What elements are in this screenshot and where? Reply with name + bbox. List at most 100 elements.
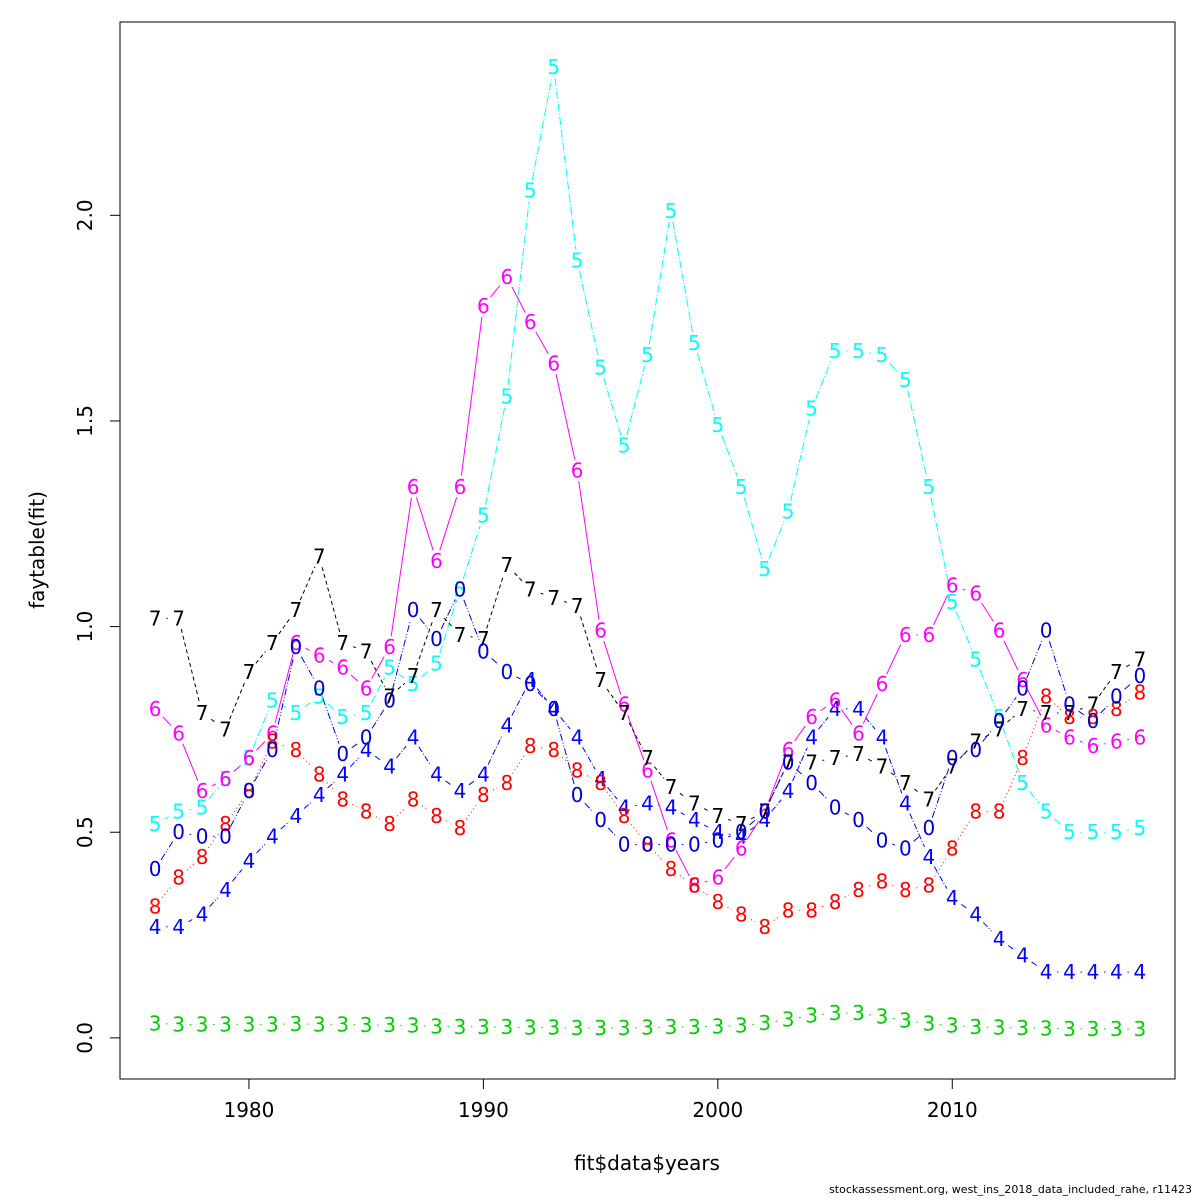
data-point: 0 xyxy=(524,672,537,696)
data-point: 0 xyxy=(1133,664,1146,688)
data-point: 8 xyxy=(1133,680,1146,704)
series-segment xyxy=(627,714,645,761)
data-point: 7 xyxy=(1016,697,1029,721)
data-point: 0 xyxy=(383,689,396,713)
data-point: 8 xyxy=(993,800,1006,824)
data-point: 8 xyxy=(547,738,560,762)
series-segment xyxy=(654,852,664,862)
series-segment xyxy=(162,716,172,726)
data-point: 8 xyxy=(454,816,467,840)
series-segment xyxy=(186,863,195,871)
data-point: 3 xyxy=(500,1015,513,1039)
data-point: 6 xyxy=(594,619,607,643)
data-point: 3 xyxy=(477,1015,490,1039)
series-segment xyxy=(511,689,526,716)
y-axis: 0.0 0.5 1.0 1.5 2.0 xyxy=(73,199,121,1054)
series-segment xyxy=(352,804,357,807)
series-segment xyxy=(768,521,785,560)
data-point: 6 xyxy=(735,837,748,861)
series-segment xyxy=(370,677,385,704)
data-point: 5 xyxy=(500,384,513,408)
data-point: 3 xyxy=(735,1014,748,1038)
y-tick-label: 1.0 xyxy=(73,611,97,643)
series-segment xyxy=(370,660,385,687)
series-segment xyxy=(535,331,549,355)
series-segment xyxy=(889,362,899,373)
series-segment xyxy=(280,822,288,830)
data-point: 4 xyxy=(969,902,982,926)
data-point: 0 xyxy=(922,816,935,840)
series-segment xyxy=(913,834,921,842)
data-point: 5 xyxy=(618,434,631,458)
data-point: 0 xyxy=(430,627,443,651)
series-segment xyxy=(579,271,599,357)
series-segment xyxy=(210,718,217,724)
data-point: 0 xyxy=(641,833,654,857)
data-point: 6 xyxy=(149,697,162,721)
series-segment xyxy=(397,682,406,690)
series-segment xyxy=(703,824,709,828)
data-point: 3 xyxy=(313,1012,326,1036)
data-point: 0 xyxy=(876,828,889,852)
series-segment xyxy=(460,316,483,476)
data-point: 0 xyxy=(500,660,513,684)
series-segment xyxy=(603,377,622,436)
data-point: 6 xyxy=(313,643,326,667)
data-point: 7 xyxy=(1040,701,1053,725)
data-point: 3 xyxy=(1087,1017,1100,1041)
data-point: 8 xyxy=(383,812,396,836)
data-point: 3 xyxy=(946,1014,959,1038)
data-point: 8 xyxy=(172,865,185,889)
data-point: 0 xyxy=(852,808,865,832)
data-point: 4 xyxy=(758,808,771,832)
series-segment xyxy=(771,799,782,812)
data-point: 4 xyxy=(641,791,654,815)
series-segment xyxy=(487,735,503,765)
series-segment xyxy=(1007,715,1015,723)
data-point: 8 xyxy=(430,804,443,828)
data-point: 5 xyxy=(149,812,162,836)
series-segment xyxy=(628,722,643,749)
data-point: 8 xyxy=(524,734,537,758)
series-segment xyxy=(703,891,710,897)
series-segment xyxy=(586,775,592,779)
data-point: 5 xyxy=(829,339,842,363)
data-point: 7 xyxy=(594,668,607,692)
data-point: 4 xyxy=(266,824,279,848)
series-segment xyxy=(933,866,948,889)
data-point: 3 xyxy=(149,1011,162,1035)
series-segment xyxy=(536,688,548,701)
data-point: 6 xyxy=(360,676,373,700)
series-segment xyxy=(303,757,313,768)
data-point: 4 xyxy=(524,668,537,692)
series-segment xyxy=(180,628,200,703)
data-point: 0 xyxy=(969,738,982,762)
series-segment xyxy=(164,816,170,820)
series-segment xyxy=(188,919,193,923)
data-point: 8 xyxy=(196,845,209,869)
series-segment xyxy=(322,698,340,744)
data-point: 4 xyxy=(829,697,842,721)
data-point: 8 xyxy=(688,874,701,898)
data-point: 7 xyxy=(196,701,209,725)
series-segment xyxy=(537,691,547,702)
series-segment xyxy=(531,77,553,180)
series-segment xyxy=(160,841,174,861)
data-point: 3 xyxy=(547,1016,560,1040)
series-segment xyxy=(161,885,173,899)
data-point: 7 xyxy=(829,746,842,770)
series-segment xyxy=(603,641,622,695)
series-segment xyxy=(371,709,385,729)
data-point: 7 xyxy=(1063,701,1076,725)
data-point: 3 xyxy=(922,1011,935,1035)
data-point: 8 xyxy=(852,878,865,902)
series-segment xyxy=(327,703,335,711)
data-point: 6 xyxy=(383,635,396,659)
series-segment xyxy=(578,481,600,620)
series-segment xyxy=(768,760,785,802)
data-point: 3 xyxy=(571,1016,584,1040)
data-point: 3 xyxy=(407,1014,420,1038)
